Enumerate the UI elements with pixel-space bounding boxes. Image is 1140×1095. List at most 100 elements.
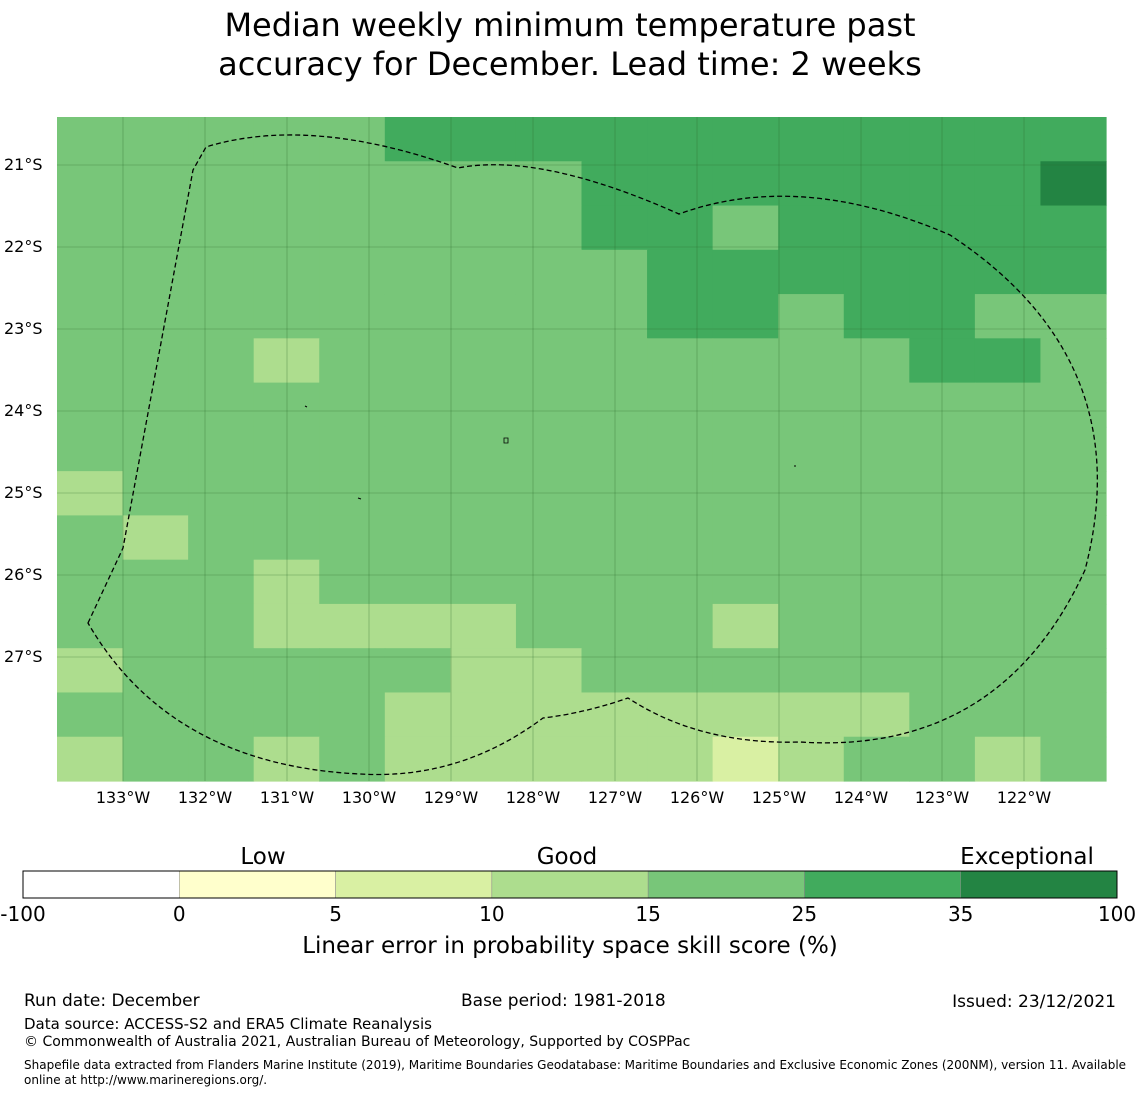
grid-cell bbox=[188, 471, 255, 516]
grid-cell bbox=[581, 338, 648, 384]
grid-cell bbox=[515, 382, 583, 428]
grid-cell bbox=[319, 249, 386, 295]
grid-cell bbox=[384, 338, 451, 384]
grid-cell bbox=[188, 205, 255, 251]
grid-cell bbox=[778, 205, 845, 251]
grid-cell bbox=[122, 382, 189, 428]
grid-cell bbox=[188, 382, 255, 428]
island-marker bbox=[304, 405, 308, 408]
grid-cell bbox=[581, 382, 648, 428]
longitude-label: 128°W bbox=[505, 788, 561, 807]
colorbar-segment bbox=[647, 870, 805, 899]
grid-cell bbox=[188, 603, 255, 649]
grid-cell bbox=[843, 648, 910, 694]
grid-cell bbox=[122, 603, 189, 649]
grid-cell bbox=[909, 294, 976, 339]
grid-cell bbox=[843, 515, 910, 561]
grid-cell bbox=[384, 603, 451, 649]
colorbar-segment bbox=[960, 870, 1118, 899]
grid-cell bbox=[712, 338, 779, 384]
grid-cell bbox=[57, 559, 124, 605]
grid-cell bbox=[974, 515, 1042, 561]
grid-cell bbox=[843, 382, 910, 428]
colorbar-title: Linear error in probability space skill … bbox=[302, 933, 838, 959]
colorbar-tick-label: 100 bbox=[1097, 902, 1137, 926]
colorbar-tick-label: 0 bbox=[172, 902, 186, 926]
grid-cell bbox=[450, 603, 517, 649]
grid-cell bbox=[843, 692, 910, 738]
grid-cell bbox=[57, 426, 124, 472]
grid-cell bbox=[515, 692, 583, 738]
legend-category-label: Good bbox=[536, 844, 598, 870]
grid-cell bbox=[974, 692, 1042, 738]
longitude-label: 129°W bbox=[423, 788, 479, 807]
grid-cell bbox=[188, 249, 255, 295]
skill-score-grid bbox=[57, 117, 1107, 782]
grid-cell bbox=[712, 515, 779, 561]
grid-cell bbox=[319, 692, 386, 738]
grid-cell bbox=[319, 294, 386, 339]
grid-cell bbox=[843, 117, 910, 162]
grid-cell bbox=[712, 205, 779, 251]
grid-cell bbox=[778, 249, 845, 295]
grid-cell bbox=[450, 117, 517, 162]
grid-cell bbox=[384, 559, 451, 605]
grid-cell bbox=[778, 603, 845, 649]
longitude-label: 124°W bbox=[833, 788, 889, 807]
grid-cell bbox=[319, 471, 386, 516]
colorbar bbox=[22, 870, 1118, 899]
grid-cell bbox=[1040, 117, 1107, 162]
grid-cell bbox=[843, 736, 910, 782]
grid-cell bbox=[647, 648, 714, 694]
grid-cell bbox=[188, 338, 255, 384]
latitude-label: 25°S bbox=[4, 483, 43, 502]
grid-cell bbox=[384, 648, 451, 694]
latitude-label: 27°S bbox=[4, 647, 43, 666]
grid-cell bbox=[1040, 692, 1107, 738]
eez-boundary-line bbox=[87, 134, 1098, 776]
colorbar-tick-label: 5 bbox=[329, 902, 342, 926]
grid-cell bbox=[712, 161, 779, 207]
grid-cell bbox=[909, 692, 976, 738]
grid-cell bbox=[1040, 736, 1107, 782]
legend-category-label: Exceptional bbox=[960, 844, 1094, 870]
grid-cell bbox=[57, 515, 124, 561]
grid-cell bbox=[319, 648, 386, 694]
grid-cell bbox=[647, 426, 714, 472]
colorbar-tick-label: 10 bbox=[479, 902, 505, 926]
grid-cell bbox=[384, 736, 451, 782]
latitude-label: 21°S bbox=[4, 155, 43, 174]
colorbar-tick-label: 25 bbox=[791, 902, 818, 926]
grid-cell bbox=[843, 603, 910, 649]
grid-cell bbox=[515, 294, 583, 339]
grid-cell bbox=[122, 294, 189, 339]
grid-cell bbox=[647, 249, 714, 295]
grid-cell bbox=[1040, 338, 1107, 384]
legend-category-label: Low bbox=[240, 844, 286, 870]
grid-cell bbox=[778, 426, 845, 472]
grid-cell bbox=[122, 736, 189, 782]
grid-cell bbox=[450, 692, 517, 738]
grid-cell bbox=[647, 338, 714, 384]
grid-cell bbox=[712, 294, 779, 339]
island-markers bbox=[304, 405, 796, 500]
grid-cell bbox=[1040, 249, 1107, 295]
grid-cell bbox=[843, 426, 910, 472]
longitude-label: 125°W bbox=[751, 788, 807, 807]
grid-cell bbox=[647, 294, 714, 339]
grid-cell bbox=[57, 161, 124, 207]
grid-cell bbox=[778, 648, 845, 694]
grid-cell bbox=[450, 338, 517, 384]
grid-cell bbox=[974, 603, 1042, 649]
grid-cell bbox=[450, 161, 517, 207]
grid-cell bbox=[581, 249, 648, 295]
grid-cell bbox=[712, 736, 779, 782]
grid-cell bbox=[122, 426, 189, 472]
grid-cell bbox=[319, 205, 386, 251]
grid-cell bbox=[712, 648, 779, 694]
latitude-label: 24°S bbox=[4, 401, 43, 420]
grid-cell bbox=[384, 294, 451, 339]
grid-cell bbox=[974, 205, 1042, 251]
grid-cell bbox=[319, 603, 386, 649]
grid-cell bbox=[843, 205, 910, 251]
